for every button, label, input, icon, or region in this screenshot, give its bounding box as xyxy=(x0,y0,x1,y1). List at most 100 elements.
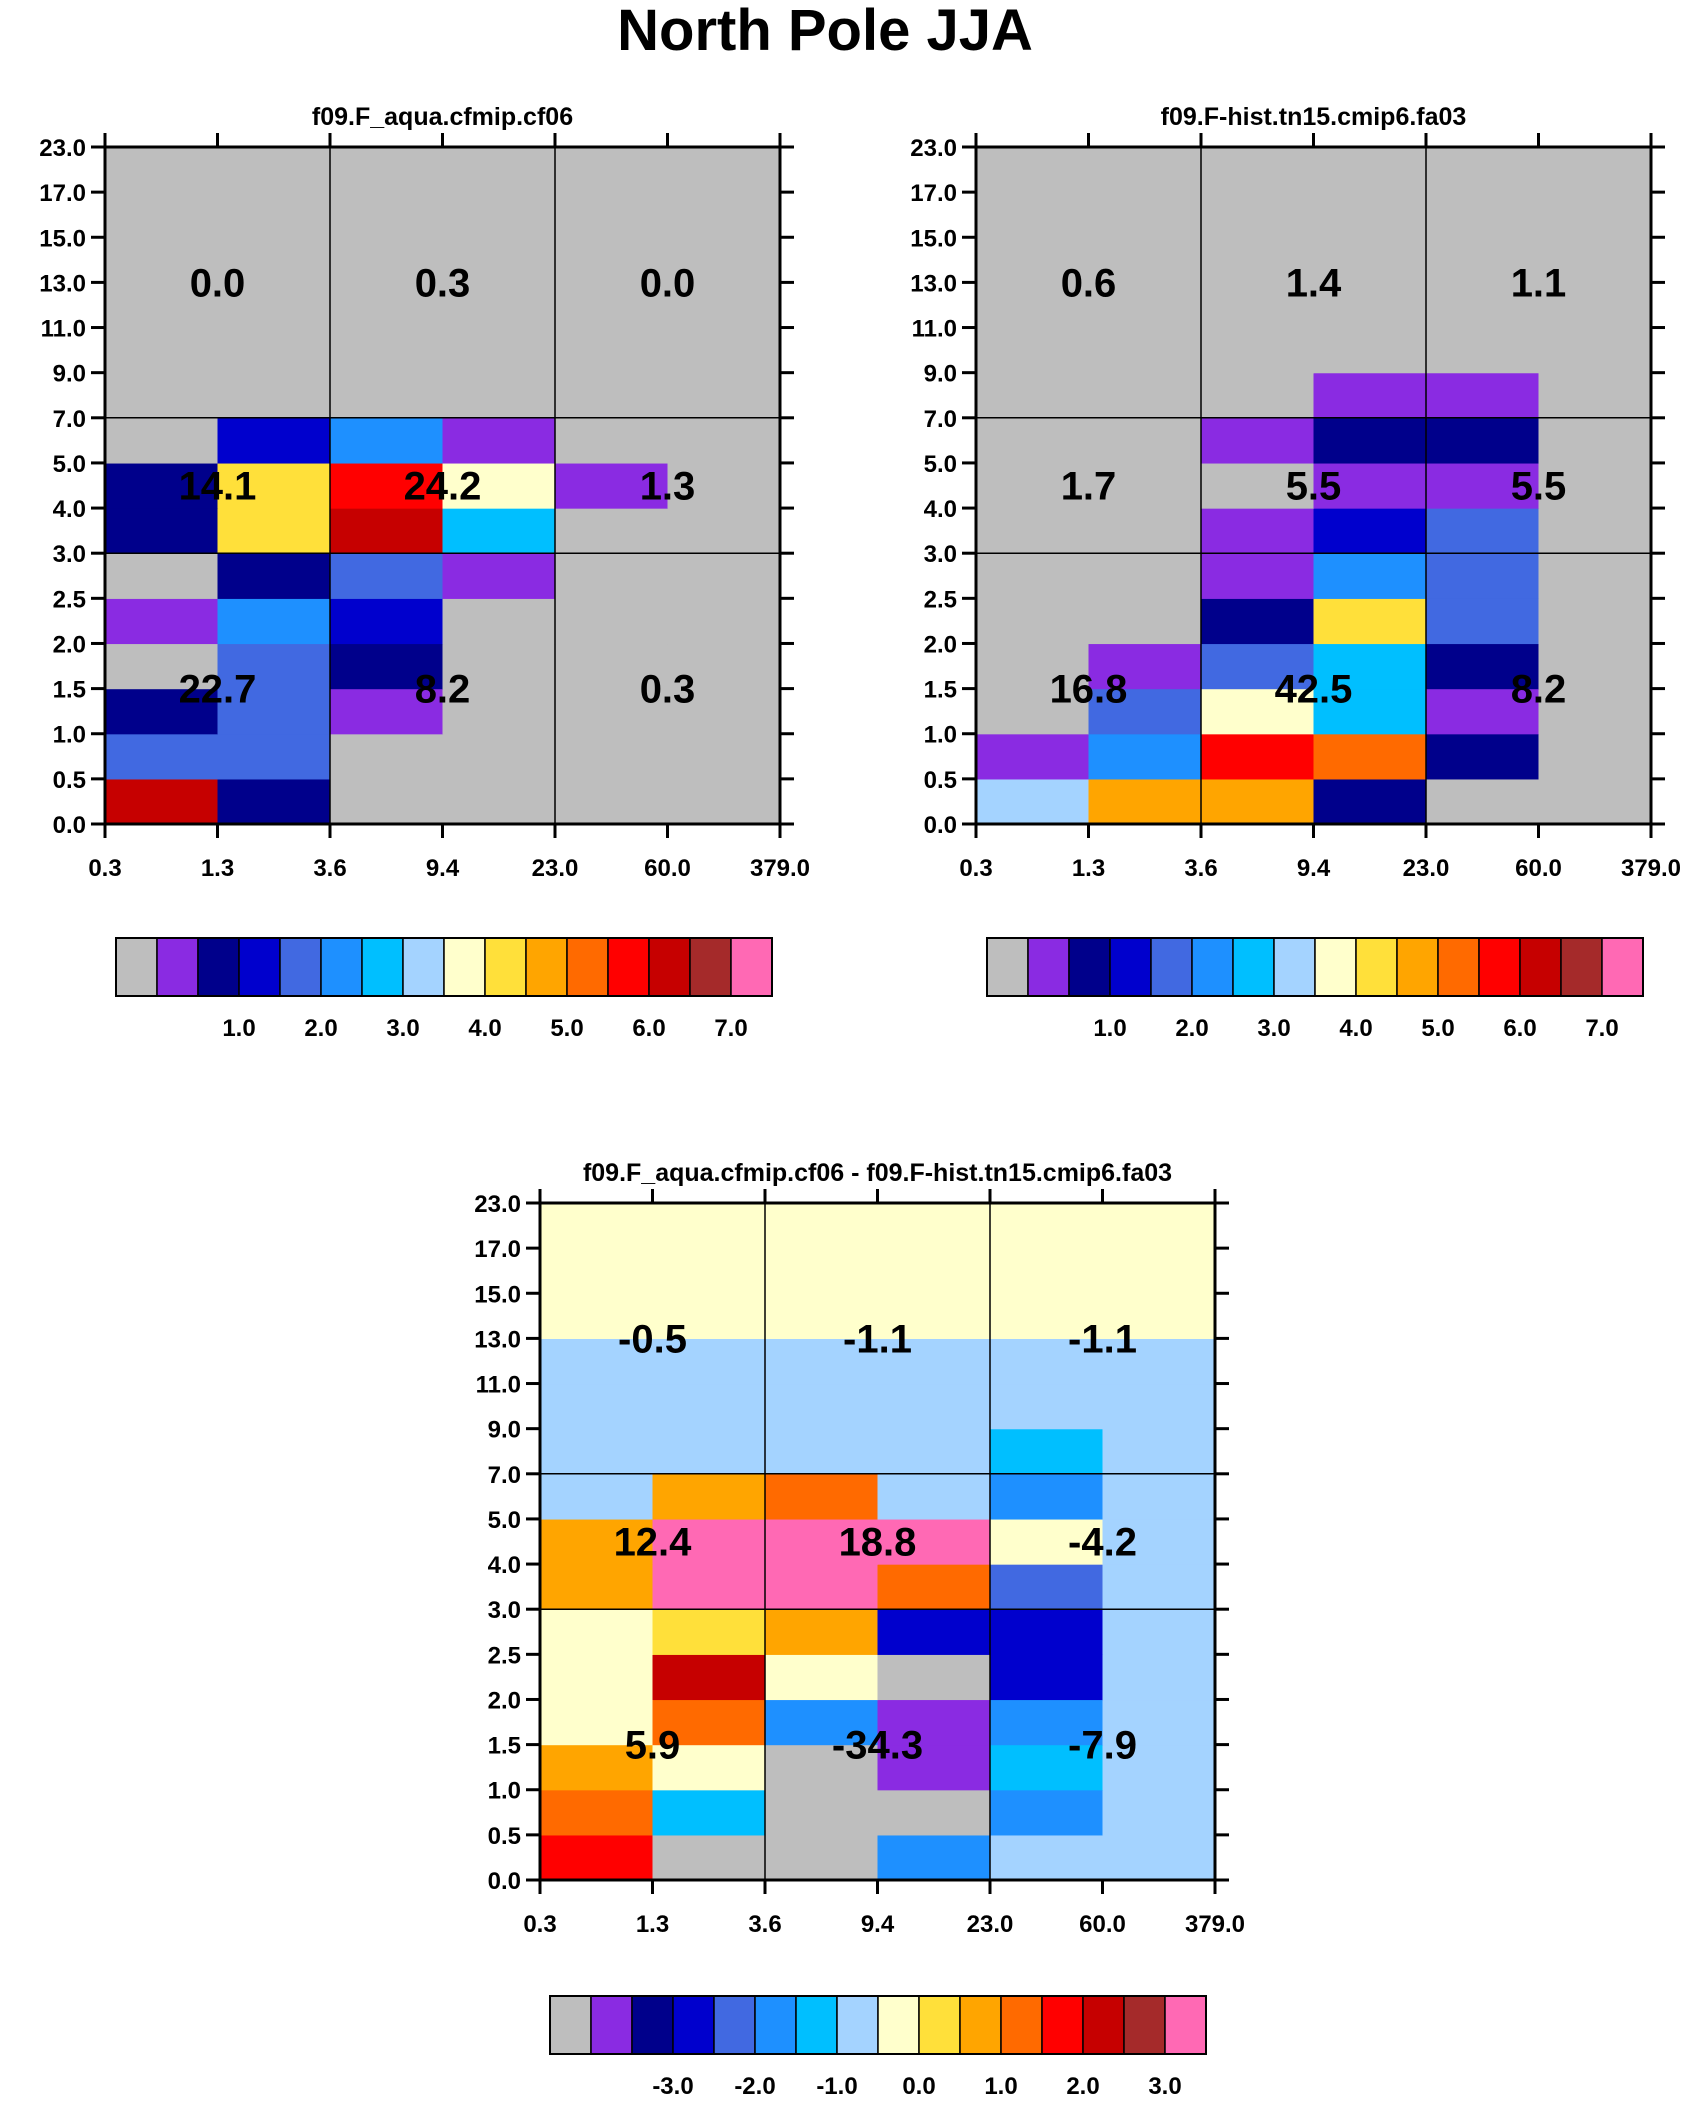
heatmap-cell xyxy=(1088,327,1202,374)
heatmap-cell xyxy=(1088,192,1202,238)
heatmap-cell xyxy=(105,282,219,329)
heatmap-cell xyxy=(1426,372,1540,419)
colorbar-label: 4.0 xyxy=(468,1015,501,1042)
heatmap-cell xyxy=(976,462,1090,509)
heatmap-cell xyxy=(217,462,331,509)
bin-total-label: 14.1 xyxy=(179,465,257,509)
y-tick-label: 15.0 xyxy=(39,225,86,252)
heatmap-cell xyxy=(652,1834,766,1881)
heatmap-cell xyxy=(555,508,669,554)
heatmap-cell xyxy=(652,1744,766,1791)
y-tick-label: 3.0 xyxy=(924,541,957,568)
colorbar-label: 2.0 xyxy=(1175,1015,1208,1042)
heatmap-cell xyxy=(1201,733,1315,780)
y-tick-label: 17.0 xyxy=(910,180,957,207)
heatmap-cell xyxy=(1426,598,1540,645)
y-tick-label: 5.0 xyxy=(924,451,957,478)
heatmap-cell xyxy=(990,1744,1104,1791)
heatmap-cell xyxy=(990,1789,1104,1836)
heatmap-cell xyxy=(765,1518,879,1565)
bin-total-label: 12.4 xyxy=(614,1521,693,1565)
heatmap-cell xyxy=(442,733,556,780)
colorbar-swatch xyxy=(986,937,1029,997)
heatmap-cell xyxy=(1538,688,1652,735)
heatmap-cell xyxy=(877,1564,991,1610)
colorbar-label: 6.0 xyxy=(1503,1015,1536,1042)
heatmap-cell xyxy=(667,192,781,238)
heatmap-cell xyxy=(1102,1564,1216,1610)
colorbar-swatch xyxy=(713,1995,756,2055)
heatmap-cell xyxy=(1102,1383,1216,1430)
y-tick-label: 23.0 xyxy=(474,1191,521,1218)
heatmap-cell xyxy=(667,508,781,554)
colorbar-frame xyxy=(986,937,1644,997)
colorbar-swatch xyxy=(648,937,691,997)
bin-total-label: 0.0 xyxy=(190,261,246,305)
heatmap-cell xyxy=(1538,778,1652,825)
bin-total-label: 0.3 xyxy=(415,261,471,305)
colorbar-swatch xyxy=(1068,937,1111,997)
heatmap-cell xyxy=(765,1789,879,1836)
y-tick-label: 0.0 xyxy=(53,812,86,839)
y-tick-label: 3.0 xyxy=(488,1597,521,1624)
heatmap-cell xyxy=(877,1518,991,1565)
heatmap-cell xyxy=(217,417,331,464)
colorbar-swatch xyxy=(1123,1995,1166,2055)
colorbar-frame xyxy=(115,937,773,997)
heatmap-cell xyxy=(1201,778,1315,825)
heatmap-cell xyxy=(330,282,444,329)
heatmap-cell xyxy=(1313,147,1427,193)
colorbar-swatch xyxy=(1437,937,1480,997)
bin-total-label: 0.6 xyxy=(1061,261,1117,305)
colorbar-swatch xyxy=(1109,937,1152,997)
heatmap-cell xyxy=(1313,237,1427,283)
colorbar-swatch xyxy=(918,1995,961,2055)
bin-total-label: 5.9 xyxy=(625,1724,681,1768)
heatmap-cell xyxy=(1088,282,1202,329)
colorbar-label: -3.0 xyxy=(652,2073,693,2100)
colorbar-label: -2.0 xyxy=(734,2073,775,2100)
heatmap-cell xyxy=(1538,733,1652,780)
heatmap-cell xyxy=(540,1654,654,1701)
heatmap-cell xyxy=(1201,553,1315,599)
heatmap-cell xyxy=(555,462,669,509)
heatmap-cell xyxy=(1313,192,1427,238)
colorbar-label: 2.0 xyxy=(304,1015,337,1042)
heatmap-cell xyxy=(555,327,669,374)
y-tick-label: 13.0 xyxy=(910,270,957,297)
heatmap-cell xyxy=(652,1248,766,1294)
heatmap-cell xyxy=(330,643,444,690)
y-tick-label: 11.0 xyxy=(912,316,957,343)
heatmap-cell xyxy=(1426,688,1540,735)
bin-total-label: -1.1 xyxy=(1068,1317,1137,1361)
colorbar-label: -1.0 xyxy=(816,2073,857,2100)
heatmap-cell xyxy=(1102,1293,1216,1339)
heatmap-cell xyxy=(217,192,331,238)
heatmap-cell xyxy=(1538,192,1652,238)
heatmap-cell xyxy=(652,1654,766,1701)
y-tick-label: 11.0 xyxy=(476,1372,521,1399)
heatmap-cell xyxy=(217,553,331,599)
x-tick-label: 23.0 xyxy=(532,855,579,882)
heatmap-cell xyxy=(555,237,669,283)
x-tick-label: 60.0 xyxy=(1079,1911,1126,1938)
colorbar-label: 3.0 xyxy=(386,1015,419,1042)
heatmap-cell xyxy=(652,1383,766,1430)
heatmap-cell xyxy=(105,237,219,283)
heatmap-cell xyxy=(1313,733,1427,780)
heatmap-cell xyxy=(330,598,444,645)
heatmap-cell xyxy=(1426,327,1540,374)
heatmap-cell xyxy=(1426,733,1540,780)
y-tick-label: 5.0 xyxy=(488,1507,521,1534)
heatmap-cell xyxy=(1088,688,1202,735)
heatmap-cell xyxy=(667,462,781,509)
heatmap-cell xyxy=(976,778,1090,825)
colorbar-label: 3.0 xyxy=(1148,2073,1181,2100)
heatmap-cell xyxy=(667,643,781,690)
heatmap-cell xyxy=(540,1744,654,1791)
heatmap-cell xyxy=(1538,598,1652,645)
heatmap-cell xyxy=(877,1383,991,1430)
heatmap-cell xyxy=(555,417,669,464)
y-tick-label: 2.5 xyxy=(924,586,957,613)
heatmap-cell xyxy=(990,1338,1104,1385)
